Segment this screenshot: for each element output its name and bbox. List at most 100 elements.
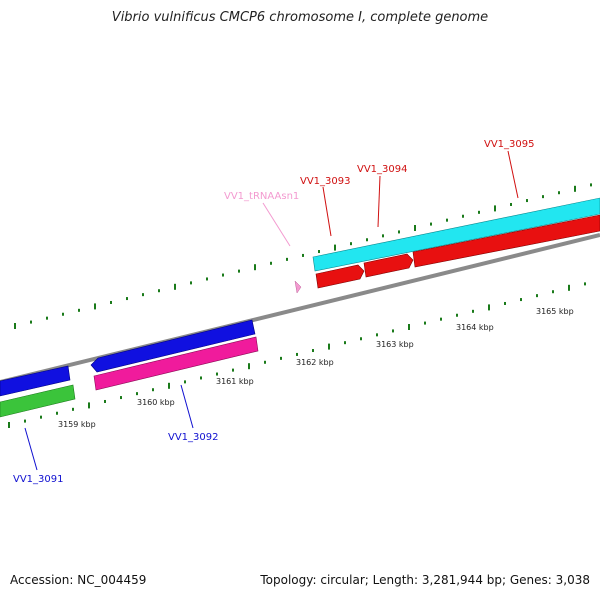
tick-mark-upper	[398, 230, 400, 234]
tick-label-3163: 3163 kbp	[376, 340, 414, 349]
gene-labels: VV1_3091 VV1_3092 VV1_tRNAAsn1 VV1_3093 …	[13, 139, 535, 485]
tick-mark-upper	[206, 277, 208, 281]
tick-mark-upper	[414, 225, 416, 231]
tick-mark-lower	[328, 343, 330, 350]
tick-mark-upper	[158, 289, 160, 293]
topology-text: Topology: circular; Length: 3,281,944 bp…	[260, 573, 590, 587]
tick-labels: 3159 kbp 3160 kbp 3161 kbp 3162 kbp 3163…	[58, 307, 574, 429]
tick-mark-lower	[344, 341, 346, 345]
tick-mark-upper	[110, 300, 112, 304]
tick-mark-lower	[408, 324, 410, 330]
tick-mark-upper	[302, 253, 304, 257]
tick-label-3162: 3162 kbp	[296, 358, 334, 367]
tick-mark-lower	[360, 337, 362, 341]
tick-mark-lower	[456, 313, 458, 317]
tick-mark-upper	[78, 308, 80, 312]
tick-mark-upper	[14, 323, 16, 329]
tick-mark-lower	[488, 304, 490, 311]
tick-mark-upper	[542, 195, 544, 199]
tick-mark-lower	[104, 399, 106, 403]
tick-mark-upper	[510, 202, 512, 206]
tick-mark-lower	[552, 290, 554, 294]
tick-mark-lower	[24, 419, 26, 423]
tick-mark-upper	[142, 293, 144, 297]
tick-mark-lower	[584, 282, 586, 286]
tick-mark-upper	[254, 264, 256, 271]
gene-label-trna: VV1_tRNAAsn1	[224, 191, 299, 202]
tick-mark-lower	[184, 380, 186, 384]
tick-mark-upper	[462, 214, 464, 218]
tick-label-3165: 3165 kbp	[536, 307, 574, 316]
tick-mark-upper	[334, 244, 336, 251]
feature-bar-blue[interactable]	[0, 365, 71, 397]
trna-marker[interactable]	[294, 280, 302, 294]
feature-bar-cyan[interactable]	[312, 197, 600, 272]
tick-mark-lower	[536, 294, 538, 298]
tick-mark-lower	[280, 356, 282, 360]
tick-mark-upper	[318, 250, 320, 254]
tick-mark-lower	[440, 317, 442, 321]
tick-mark-lower	[264, 360, 266, 364]
tick-mark-upper	[446, 218, 448, 222]
tick-mark-upper	[430, 222, 432, 226]
gene-label-3093: VV1_3093	[300, 176, 351, 187]
tick-mark-lower	[568, 284, 570, 291]
feature-bar-green[interactable]	[0, 384, 76, 418]
tick-mark-upper	[494, 205, 496, 212]
tick-mark-upper	[190, 281, 192, 285]
tick-label-3164: 3164 kbp	[456, 323, 494, 332]
tick-mark-lower	[216, 372, 218, 376]
feature-arrow-red-3093[interactable]	[315, 264, 365, 289]
tick-mark-lower	[504, 301, 506, 305]
tick-mark-lower	[152, 388, 154, 392]
tick-mark-upper	[350, 242, 352, 246]
tick-mark-upper	[94, 303, 96, 310]
tick-mark-lower	[120, 396, 122, 400]
tick-mark-lower	[40, 415, 42, 419]
tick-mark-upper	[62, 312, 64, 316]
tick-mark-lower	[312, 349, 314, 353]
tick-mark-upper	[238, 269, 240, 273]
tick-mark-upper	[574, 185, 576, 192]
tick-mark-upper	[382, 234, 384, 238]
tick-mark-lower	[232, 368, 234, 372]
tick-label-3159: 3159 kbp	[58, 420, 96, 429]
tick-mark-upper	[366, 238, 368, 242]
gene-label-3092: VV1_3092	[168, 432, 219, 443]
tick-mark-lower	[88, 402, 90, 409]
tick-mark-lower	[472, 309, 474, 313]
tick-mark-upper	[590, 183, 592, 187]
feature-track	[0, 197, 600, 418]
gene-label-3094: VV1_3094	[357, 164, 408, 175]
tick-mark-upper	[174, 283, 176, 290]
tick-marks-lower	[8, 282, 586, 428]
tick-mark-upper	[526, 199, 528, 203]
tick-label-3160: 3160 kbp	[137, 398, 175, 407]
tick-mark-upper	[46, 316, 48, 320]
feature-bar-magenta-3092[interactable]	[93, 336, 259, 391]
tick-mark-upper	[478, 210, 480, 214]
map-title: Vibrio vulnificus CMCP6 chromosome I, co…	[111, 10, 489, 25]
tick-mark-lower	[392, 329, 394, 333]
tick-mark-upper	[126, 297, 128, 301]
tick-mark-upper	[286, 257, 288, 261]
tick-mark-lower	[56, 411, 58, 415]
feature-bar-red-3095[interactable]	[412, 214, 600, 268]
tick-mark-lower	[168, 382, 170, 389]
tick-mark-lower	[520, 298, 522, 302]
tick-marks-upper	[14, 183, 592, 329]
tick-mark-lower	[376, 333, 378, 337]
gene-label-3091: VV1_3091	[13, 474, 64, 485]
tick-label-3161: 3161 kbp	[216, 377, 254, 386]
feature-bar-blue-3092[interactable]	[90, 319, 256, 373]
tick-mark-lower	[248, 363, 250, 370]
tick-mark-lower	[200, 376, 202, 380]
tick-mark-upper	[30, 320, 32, 324]
tick-mark-lower	[424, 321, 426, 325]
tick-mark-lower	[296, 352, 298, 356]
tick-mark-lower	[72, 407, 74, 411]
tick-mark-upper	[270, 261, 272, 265]
feature-arrow-red-3094[interactable]	[363, 253, 414, 278]
tick-mark-lower	[8, 422, 10, 428]
